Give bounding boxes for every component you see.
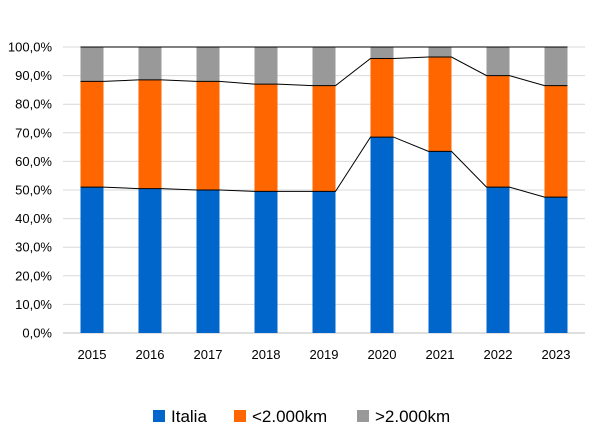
bar-segment xyxy=(80,187,104,333)
bars xyxy=(80,47,568,333)
y-tick-label: 10,0% xyxy=(15,297,52,312)
bar-segment xyxy=(428,47,452,58)
bar-segment xyxy=(544,47,568,86)
legend-label: >2.000km xyxy=(375,407,450,426)
y-tick-label: 70,0% xyxy=(15,125,52,140)
series-line xyxy=(80,56,568,87)
bar-segment xyxy=(196,47,220,82)
y-tick-label: 80,0% xyxy=(15,97,52,112)
x-tick-label: 2023 xyxy=(542,347,571,362)
y-tick-label: 50,0% xyxy=(15,183,52,198)
bar-segment xyxy=(138,47,162,80)
bar-segment xyxy=(370,58,394,138)
bar-segment xyxy=(196,81,220,190)
y-tick-label: 60,0% xyxy=(15,154,52,169)
x-tick-label: 2016 xyxy=(136,347,165,362)
series-lines xyxy=(80,46,568,198)
x-tick-label: 2021 xyxy=(426,347,455,362)
x-tick-label: 2018 xyxy=(252,347,281,362)
bar-segment xyxy=(544,197,568,333)
bar-segment xyxy=(312,85,336,192)
x-tick-label: 2017 xyxy=(194,347,223,362)
bar-segment xyxy=(254,191,278,333)
bar-segment xyxy=(312,191,336,333)
x-tick-label: 2015 xyxy=(78,347,107,362)
x-tick-label: 2020 xyxy=(368,347,397,362)
bar-segment xyxy=(80,47,104,82)
bar-segment xyxy=(486,75,510,188)
legend-label: Italia xyxy=(171,407,207,426)
y-tick-label: 100,0% xyxy=(8,40,53,55)
y-tick-label: 20,0% xyxy=(15,268,52,283)
bar-segment xyxy=(428,151,452,333)
bar-segment xyxy=(312,47,336,86)
bar-segment xyxy=(428,57,452,152)
bar-segment xyxy=(544,85,568,198)
x-tick-label: 2022 xyxy=(484,347,513,362)
bar-segment xyxy=(80,81,104,188)
legend-swatch xyxy=(234,410,246,422)
y-tick-label: 0,0% xyxy=(22,326,52,341)
y-tick-label: 30,0% xyxy=(15,240,52,255)
bar-segment xyxy=(254,84,278,192)
legend-swatch xyxy=(357,410,369,422)
x-tick-label: 2019 xyxy=(310,347,339,362)
legend-swatch xyxy=(153,410,165,422)
y-tick-label: 40,0% xyxy=(15,211,52,226)
y-tick-label: 90,0% xyxy=(15,68,52,83)
bar-segment xyxy=(486,187,510,333)
bar-segment xyxy=(370,137,394,333)
bar-segment xyxy=(370,47,394,59)
bar-segment xyxy=(138,79,162,189)
bar-segment xyxy=(196,190,220,333)
legend-label: <2.000km xyxy=(252,407,327,426)
bar-segment xyxy=(138,188,162,333)
x-axis-tick-labels: 2015 2016 2017 2018 2019 2020 2021 2022 2023 xyxy=(78,347,571,362)
bar-segment xyxy=(486,47,510,76)
series-line xyxy=(80,136,568,198)
y-axis-tick-labels: 0,0% 10,0% 20,0% 30,0% 40,0% 50,0% 60,0% 70,0% 8… xyxy=(8,40,53,341)
bar-segment xyxy=(254,47,278,85)
legend: Italia <2.000km >2.000km xyxy=(153,407,450,426)
